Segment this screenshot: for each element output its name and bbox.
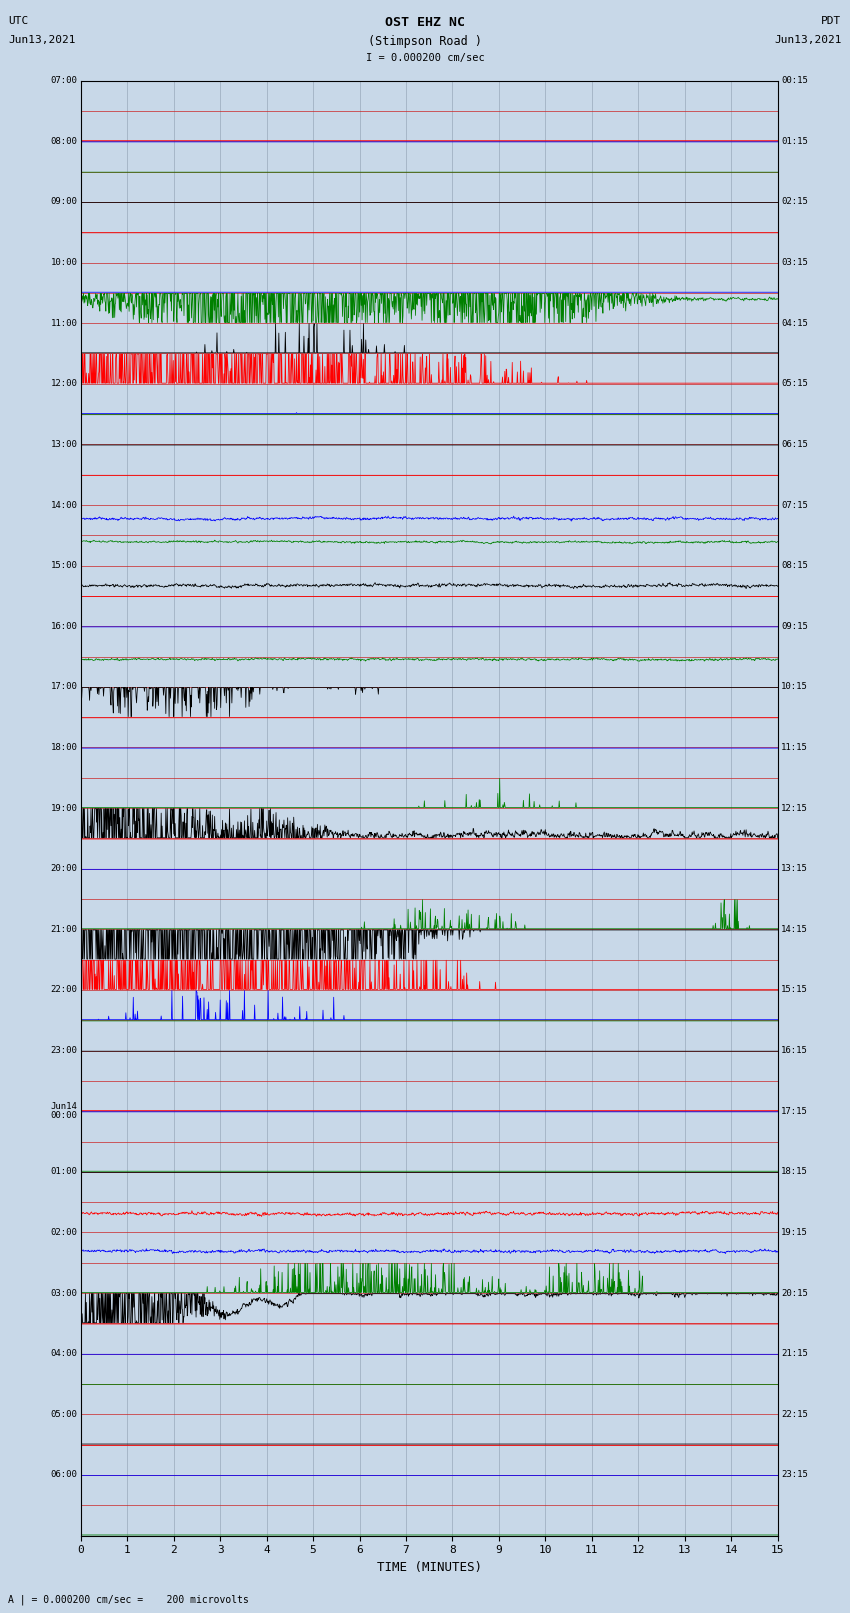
Text: 05:00: 05:00: [50, 1410, 77, 1419]
Text: 04:00: 04:00: [50, 1348, 77, 1358]
Text: 22:00: 22:00: [50, 986, 77, 995]
Text: 12:00: 12:00: [50, 379, 77, 389]
Text: I = 0.000200 cm/sec: I = 0.000200 cm/sec: [366, 53, 484, 63]
Text: 10:15: 10:15: [781, 682, 808, 692]
Text: 13:00: 13:00: [50, 440, 77, 448]
Text: 23:00: 23:00: [50, 1047, 77, 1055]
Text: 15:00: 15:00: [50, 561, 77, 569]
Text: 10:00: 10:00: [50, 258, 77, 268]
Text: 05:15: 05:15: [781, 379, 808, 389]
Text: 08:15: 08:15: [781, 561, 808, 569]
Text: 18:00: 18:00: [50, 744, 77, 752]
Text: 09:15: 09:15: [781, 621, 808, 631]
Text: 21:00: 21:00: [50, 924, 77, 934]
Text: 09:00: 09:00: [50, 197, 77, 206]
Text: 13:15: 13:15: [781, 865, 808, 873]
Text: 00:15: 00:15: [781, 76, 808, 85]
Text: A | = 0.000200 cm/sec =    200 microvolts: A | = 0.000200 cm/sec = 200 microvolts: [8, 1594, 249, 1605]
Text: 03:15: 03:15: [781, 258, 808, 268]
Text: OST EHZ NC: OST EHZ NC: [385, 16, 465, 29]
Text: Jun14: Jun14: [50, 1102, 77, 1111]
Text: 14:15: 14:15: [781, 924, 808, 934]
Text: 18:15: 18:15: [781, 1168, 808, 1176]
Text: 11:00: 11:00: [50, 319, 77, 327]
Text: Jun13,2021: Jun13,2021: [774, 35, 842, 45]
Text: 16:15: 16:15: [781, 1047, 808, 1055]
Text: UTC: UTC: [8, 16, 29, 26]
Text: 21:15: 21:15: [781, 1348, 808, 1358]
Text: 20:00: 20:00: [50, 865, 77, 873]
Text: 16:00: 16:00: [50, 621, 77, 631]
Text: 23:15: 23:15: [781, 1471, 808, 1479]
Text: 01:00: 01:00: [50, 1168, 77, 1176]
Text: 19:00: 19:00: [50, 803, 77, 813]
Text: 08:00: 08:00: [50, 137, 77, 145]
Text: 02:00: 02:00: [50, 1227, 77, 1237]
Text: 07:00: 07:00: [50, 76, 77, 85]
Text: 07:15: 07:15: [781, 500, 808, 510]
Text: 19:15: 19:15: [781, 1227, 808, 1237]
Text: 20:15: 20:15: [781, 1289, 808, 1297]
Text: 01:15: 01:15: [781, 137, 808, 145]
Text: 06:15: 06:15: [781, 440, 808, 448]
Text: PDT: PDT: [821, 16, 842, 26]
Text: 06:00: 06:00: [50, 1471, 77, 1479]
Text: 15:15: 15:15: [781, 986, 808, 995]
Text: Jun13,2021: Jun13,2021: [8, 35, 76, 45]
Text: 14:00: 14:00: [50, 500, 77, 510]
Text: 00:00: 00:00: [50, 1111, 77, 1119]
Text: (Stimpson Road ): (Stimpson Road ): [368, 35, 482, 48]
Text: 17:00: 17:00: [50, 682, 77, 692]
Text: 22:15: 22:15: [781, 1410, 808, 1419]
Text: 03:00: 03:00: [50, 1289, 77, 1297]
X-axis label: TIME (MINUTES): TIME (MINUTES): [377, 1561, 482, 1574]
Text: 02:15: 02:15: [781, 197, 808, 206]
Text: 17:15: 17:15: [781, 1107, 808, 1116]
Text: 12:15: 12:15: [781, 803, 808, 813]
Text: 04:15: 04:15: [781, 319, 808, 327]
Text: 11:15: 11:15: [781, 744, 808, 752]
